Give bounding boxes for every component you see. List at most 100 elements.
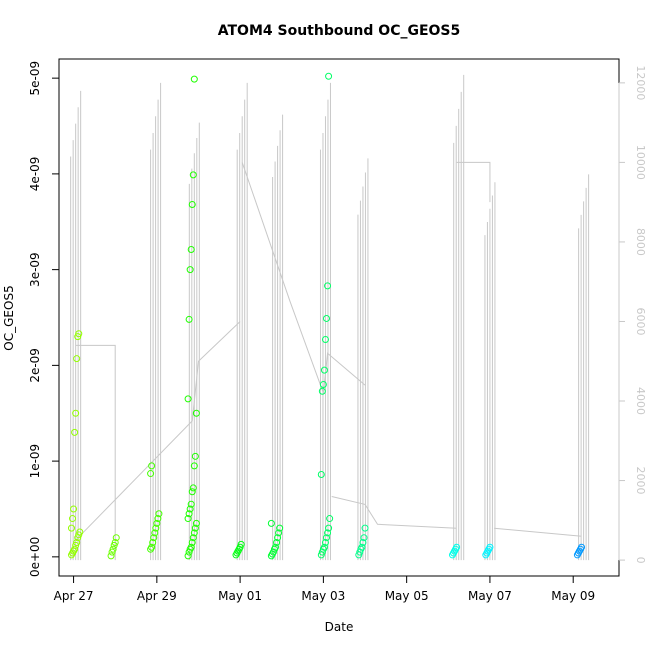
- data-point: [267, 519, 275, 527]
- data-point: [184, 395, 192, 403]
- y2-tick-label: 8000: [634, 228, 647, 256]
- data-point: [188, 538, 196, 546]
- data-point: [326, 515, 334, 523]
- data-point: [111, 538, 119, 546]
- data-point: [189, 171, 197, 179]
- data-point: [152, 524, 160, 532]
- data-point: [190, 462, 198, 470]
- x-tick-label: Apr 27: [54, 589, 94, 603]
- data-point: [187, 543, 195, 551]
- data-point: [323, 314, 331, 322]
- y2-tick-label: 0: [634, 557, 647, 564]
- data-point: [154, 515, 162, 523]
- data-point: [237, 540, 245, 548]
- y2-tick-label: 10000: [634, 145, 647, 180]
- data-point: [151, 529, 159, 537]
- y2-tick-label: 12000: [634, 65, 647, 100]
- data-point: [324, 529, 332, 537]
- data-point: [192, 519, 200, 527]
- data-point: [321, 336, 329, 344]
- data-point: [323, 534, 331, 542]
- data-point: [70, 505, 78, 513]
- data-point: [187, 246, 195, 254]
- data-point: [320, 366, 328, 374]
- data-point: [150, 534, 158, 542]
- data-point: [361, 524, 369, 532]
- y2-tick-label: 4000: [634, 387, 647, 415]
- data-point: [317, 471, 325, 479]
- altitude-connector-line: [456, 161, 491, 203]
- data-point: [112, 534, 120, 542]
- altitude-connector-line: [494, 527, 582, 537]
- data-point: [319, 381, 327, 389]
- data-point: [187, 500, 195, 508]
- data-point: [185, 315, 193, 323]
- data-point: [189, 534, 197, 542]
- data-point: [76, 528, 84, 536]
- data-point: [359, 538, 367, 546]
- data-point: [148, 543, 156, 551]
- data-point: [186, 266, 194, 274]
- data-point: [109, 545, 117, 553]
- data-point: [272, 543, 280, 551]
- data-point: [148, 462, 156, 470]
- data-point: [190, 529, 198, 537]
- x-tick-label: May 07: [468, 589, 512, 603]
- y-tick-label: 1e-09: [28, 444, 42, 479]
- data-point: [185, 510, 193, 518]
- data-point: [189, 484, 197, 492]
- data-point: [69, 515, 77, 523]
- y2-tick-label: 2000: [634, 467, 647, 495]
- x-tick-label: May 03: [301, 589, 345, 603]
- y-axis-right: 0 2000 4000 6000 8000 10000 12000: [618, 65, 647, 564]
- data-point: [188, 201, 196, 209]
- data-point: [71, 545, 79, 553]
- data-point: [191, 452, 199, 460]
- data-point: [190, 75, 198, 83]
- data-point: [192, 409, 200, 417]
- chart-title: ATOM4 Southbound OC_GEOS5: [218, 23, 461, 39]
- data-point: [184, 552, 192, 560]
- data-point: [453, 543, 461, 551]
- data-point: [71, 428, 79, 436]
- x-tick-label: May 01: [218, 589, 262, 603]
- data-point: [73, 355, 81, 363]
- data-point: [73, 538, 81, 546]
- data-point: [75, 330, 83, 338]
- data-point: [72, 409, 80, 417]
- data-point: [149, 538, 157, 546]
- data-point: [186, 505, 194, 513]
- data-point: [578, 543, 586, 551]
- altitude-connector-line: [75, 321, 241, 541]
- data-point: [274, 534, 282, 542]
- x-axis-label: Date: [325, 620, 354, 634]
- altitude-connector-line: [331, 495, 457, 529]
- data-point: [358, 543, 366, 551]
- data-point: [67, 524, 75, 532]
- data-point-layer: [67, 72, 586, 560]
- data-point: [107, 552, 115, 560]
- y-tick-label: 0e+00: [28, 537, 42, 577]
- data-point: [318, 387, 326, 395]
- x-tick-label: May 09: [551, 589, 595, 603]
- data-point: [275, 529, 283, 537]
- y-axis: 0e+00 1e-09 2e-09 3e-09 4e-09 5e-09: [28, 61, 60, 577]
- data-point: [155, 510, 163, 518]
- data-point: [273, 538, 281, 546]
- data-point: [486, 543, 494, 551]
- y-tick-label: 2e-09: [28, 348, 42, 383]
- x-tick-label: Apr 29: [137, 589, 177, 603]
- data-point: [325, 72, 333, 80]
- y-axis-label: OC_GEOS5: [2, 285, 16, 350]
- y-tick-label: 4e-09: [28, 157, 42, 192]
- y-tick-label: 3e-09: [28, 252, 42, 287]
- data-point: [320, 543, 328, 551]
- x-tick-label: May 05: [385, 589, 429, 603]
- data-point: [191, 524, 199, 532]
- y-tick-label: 5e-09: [28, 61, 42, 96]
- data-point: [360, 534, 368, 542]
- y2-tick-label: 6000: [634, 307, 647, 335]
- x-axis: Apr 27 Apr 29 May 01 May 03 May 05 May 07 May …: [54, 575, 595, 603]
- data-point: [188, 488, 196, 496]
